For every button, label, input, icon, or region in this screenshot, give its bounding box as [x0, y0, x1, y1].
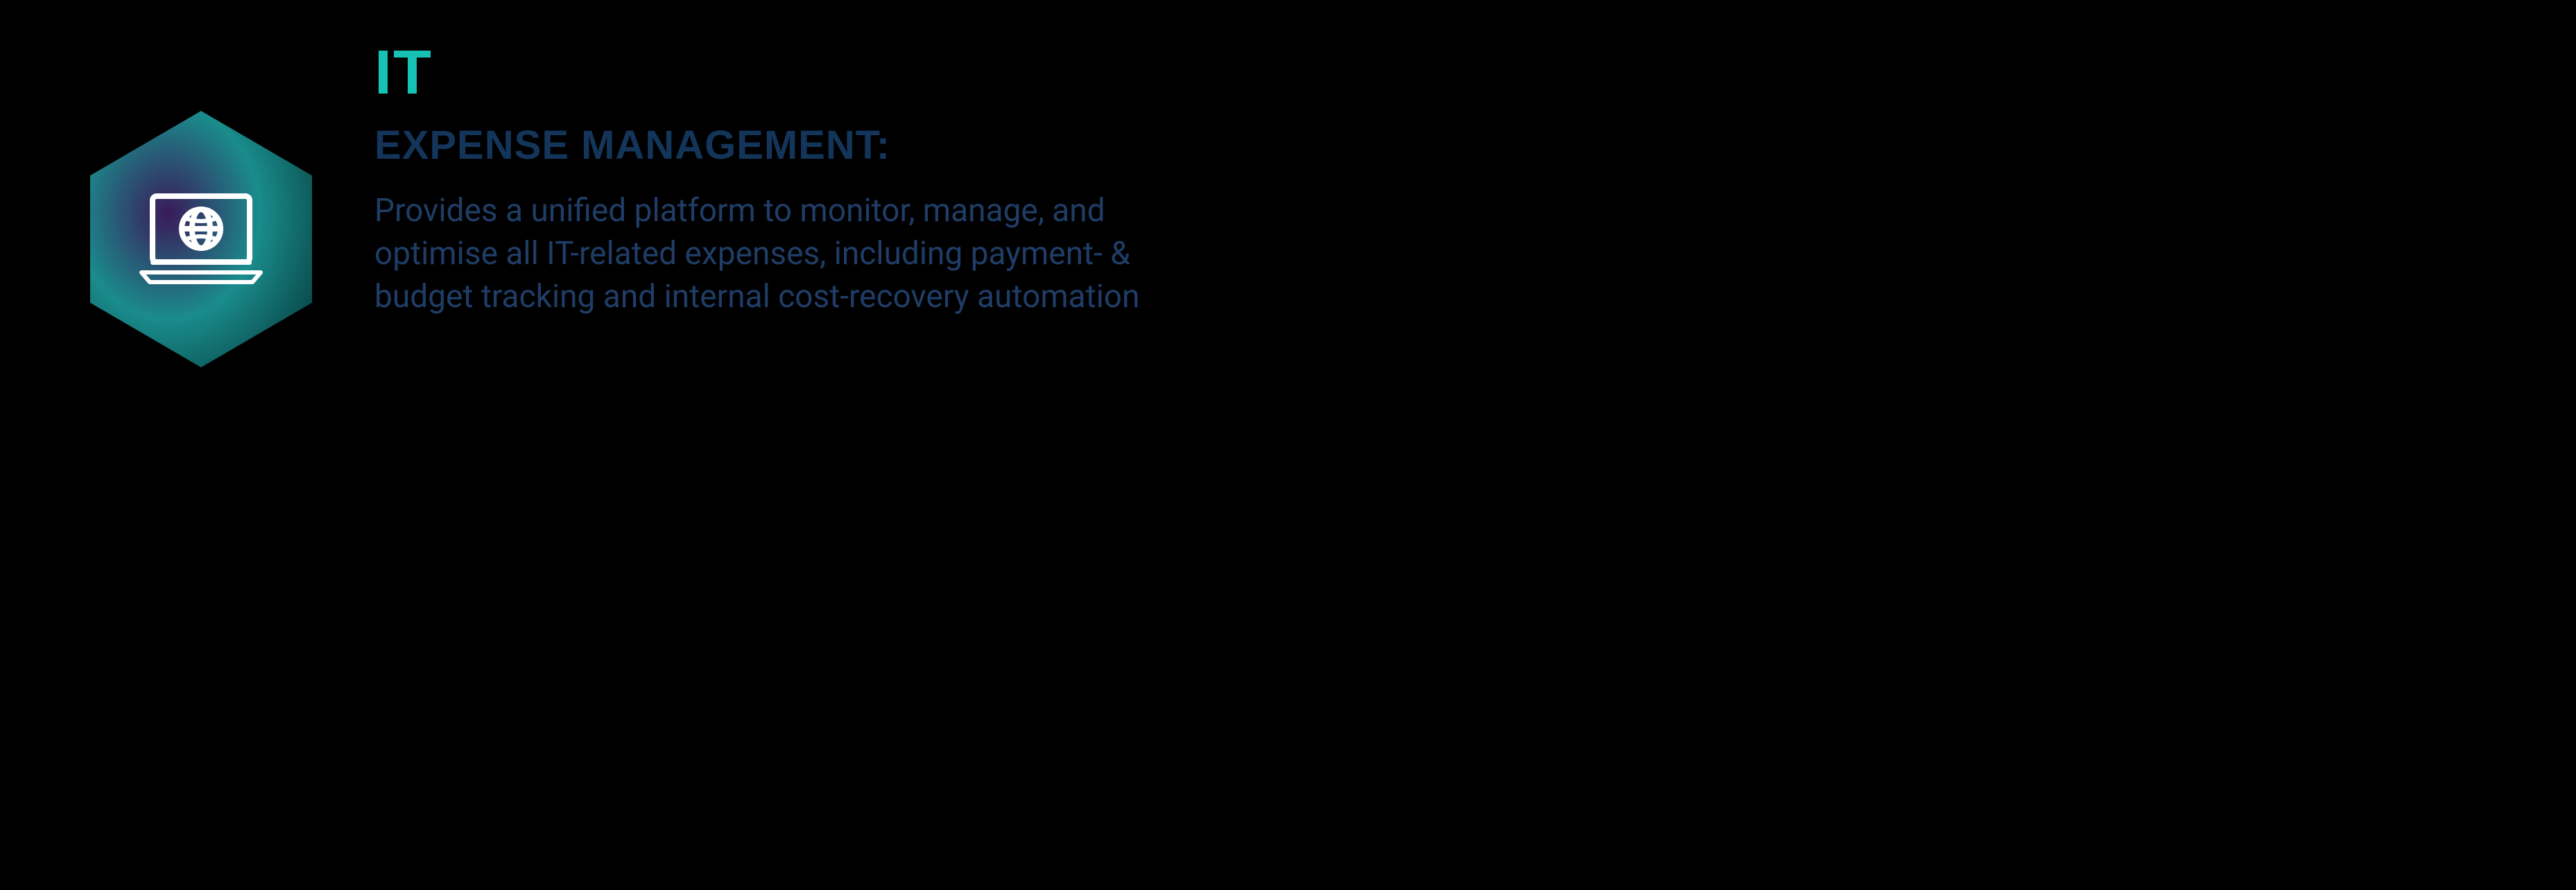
card-title: IT	[374, 42, 1207, 104]
text-column: IT EXPENSE MANAGEMENT: Provides a unifie…	[374, 42, 1207, 318]
card-subtitle: EXPENSE MANAGEMENT:	[374, 125, 1207, 167]
hex-icon-container	[83, 111, 319, 367]
card-body: Provides a unified platform to monitor, …	[374, 189, 1193, 318]
info-card: IT EXPENSE MANAGEMENT: Provides a unifie…	[0, 0, 2576, 890]
hexagon-badge	[90, 111, 312, 367]
laptop-globe-icon	[132, 191, 270, 288]
